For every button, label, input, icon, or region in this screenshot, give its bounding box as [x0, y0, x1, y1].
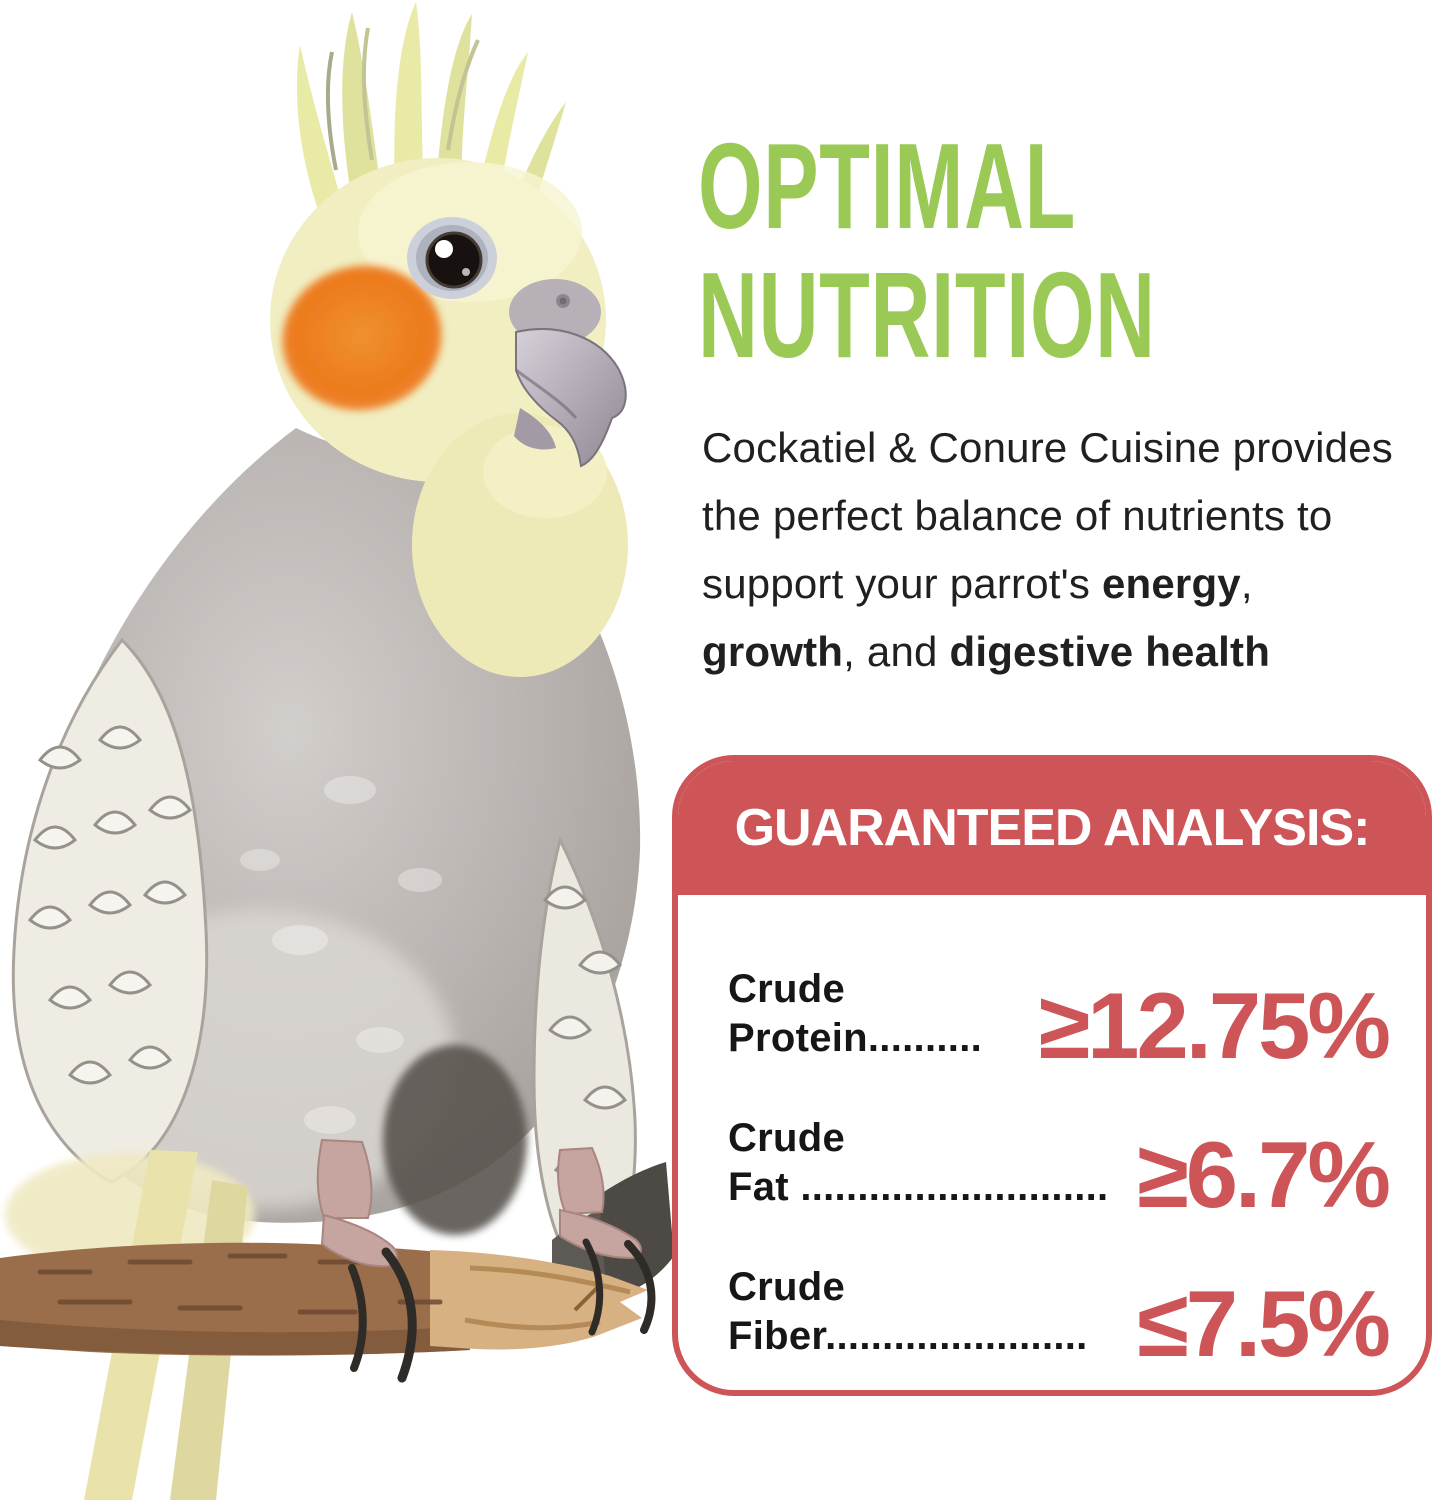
paragraph-text-segment: digestive health	[949, 628, 1271, 675]
paragraph-line: Cockatiel & Conure Cuisine provides	[702, 414, 1439, 482]
analysis-row-value: ≥12.75%	[1038, 972, 1391, 1078]
analysis-row-fat: Crude Fat ........................... ≥6…	[728, 1078, 1391, 1227]
analysis-label-line2: Fiber.......................	[728, 1314, 1088, 1359]
paragraph-text-segment: support your parrot's	[702, 560, 1102, 607]
analysis-card-header: GUARANTEED ANALYSIS:	[678, 761, 1426, 895]
guaranteed-analysis-card: GUARANTEED ANALYSIS: Crude Protein......…	[672, 755, 1432, 1396]
analysis-row-value: ≥6.7%	[1137, 1121, 1391, 1227]
paragraph-line: support your parrot's energy,	[702, 550, 1439, 618]
paragraph-text-segment: ,	[1240, 560, 1253, 607]
analysis-label-line1: Crude	[728, 967, 846, 1012]
page-title: OPTIMAL NUTRITION	[698, 122, 1156, 380]
analysis-card-title: GUARANTEED ANALYSIS:	[734, 799, 1371, 857]
analysis-row-value: ≤7.5%	[1137, 1270, 1391, 1376]
analysis-label-line2: Protein..........	[728, 1016, 983, 1061]
bird-eye	[407, 217, 497, 299]
analysis-row-label: Crude Fiber.......................	[728, 1263, 1088, 1361]
bird-beak	[509, 279, 627, 468]
analysis-row-fiber: Crude Fiber....................... ≤7.5%	[728, 1227, 1391, 1376]
paragraph-text-segment: the perfect balance of nutrients to	[702, 492, 1333, 539]
analysis-label-line2: Fat ...........................	[728, 1165, 1109, 1210]
analysis-row-label: Crude Protein..........	[728, 965, 982, 1063]
analysis-label-line1: Crude	[728, 1265, 846, 1310]
paragraph-text-segment: Cockatiel & Conure Cuisine provides	[702, 424, 1393, 471]
analysis-row-label: Crude Fat ...........................	[728, 1114, 1108, 1212]
analysis-label-line1: Crude	[728, 1116, 846, 1161]
page-title-line1: OPTIMAL	[698, 118, 1077, 254]
paragraph-text-segment: growth	[702, 628, 844, 675]
analysis-row-protein: Crude Protein.......... ≥12.75%	[728, 929, 1391, 1078]
paragraph-line: the perfect balance of nutrients to	[702, 482, 1439, 550]
intro-paragraph: Cockatiel & Conure Cuisine provides the …	[702, 414, 1439, 686]
paragraph-text-segment: energy	[1101, 560, 1241, 607]
paragraph-line: growth, and digestive health	[702, 618, 1439, 686]
paragraph-text-segment: , and	[843, 628, 950, 675]
page-title-line2: NUTRITION	[698, 247, 1156, 383]
analysis-card-body: Crude Protein.......... ≥12.75% Crude Fa…	[678, 895, 1426, 1376]
cockatiel-photo	[0, 2, 674, 1500]
